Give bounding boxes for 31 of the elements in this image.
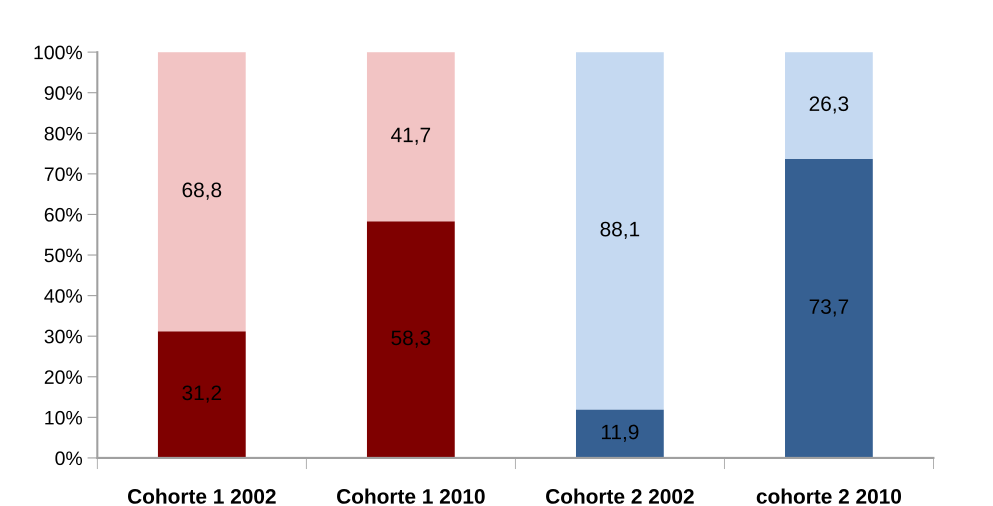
bar bbox=[158, 331, 246, 458]
bar bbox=[158, 52, 246, 332]
data-label: 11,9 bbox=[602, 424, 638, 442]
data-label: 73,7 bbox=[810, 299, 848, 316]
x-tick-label: cohorte 2 2010 bbox=[756, 488, 902, 504]
data-label: 26,3 bbox=[810, 96, 848, 114]
y-tick-label: 30% bbox=[44, 330, 82, 344]
y-tick-label: 20% bbox=[44, 370, 82, 384]
bar bbox=[785, 158, 873, 458]
y-tick-label: 0% bbox=[55, 451, 82, 466]
y-tick-label: 80% bbox=[44, 126, 82, 141]
y-tick-label: 60% bbox=[44, 208, 82, 222]
data-label: 31,2 bbox=[182, 385, 222, 403]
bar bbox=[366, 52, 455, 222]
x-tick-label: Cohorte 1 2002 bbox=[128, 488, 276, 504]
x-tick-label: Cohorte 2 2002 bbox=[546, 488, 694, 504]
y-tick-label: 70% bbox=[44, 167, 82, 182]
y-tick-label: 40% bbox=[44, 289, 82, 303]
bar bbox=[576, 410, 664, 458]
bar bbox=[785, 52, 873, 159]
y-tick-label: 50% bbox=[44, 248, 82, 262]
bar bbox=[576, 52, 664, 410]
data-label: 41,7 bbox=[391, 128, 430, 145]
data-label: 58,3 bbox=[391, 330, 430, 348]
x-tick-label: Cohorte 1 2010 bbox=[337, 488, 485, 504]
data-label: 88,1 bbox=[600, 222, 640, 239]
data-label: 68,8 bbox=[182, 182, 222, 200]
y-tick-label: 10% bbox=[45, 410, 82, 425]
bar bbox=[366, 221, 455, 458]
y-tick-label: 100% bbox=[34, 46, 82, 60]
y-tick-label: 90% bbox=[44, 86, 82, 100]
